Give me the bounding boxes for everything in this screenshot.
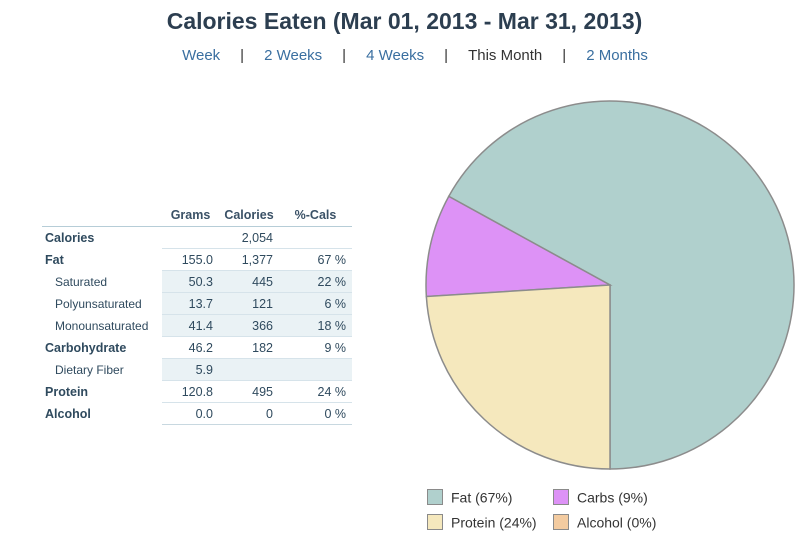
range-separator: | (342, 47, 347, 64)
table-row: Dietary Fiber 5.9 (42, 358, 352, 381)
row-label: Protein (45, 384, 89, 399)
row-label: Saturated (55, 274, 108, 289)
legend-label-alcohol: Alcohol (0%) (577, 514, 657, 531)
legend-entry-protein: Protein (24%) (427, 511, 537, 531)
grams-cell: 5.9 (162, 358, 219, 381)
table-row: Fat 155.0 1,377 67 % (42, 248, 352, 271)
range-week-link[interactable]: Week (182, 47, 221, 64)
pie-chart-svg (425, 100, 795, 470)
pct-cell: 9 % (279, 336, 352, 359)
calories-cell: 495 (219, 380, 279, 403)
header-empty (42, 204, 162, 227)
grams-cell: 155.0 (162, 248, 219, 271)
grams-cell: 13.7 (162, 292, 219, 315)
pct-cell: 67 % (279, 248, 352, 271)
pct-cell: 24 % (279, 380, 352, 403)
calories-cell: 0 (219, 402, 279, 425)
calories-cell: 366 (219, 314, 279, 337)
calories-cell: 1,377 (219, 248, 279, 271)
range-separator: | (444, 47, 449, 64)
date-range-nav: Week | 2 Weeks | 4 Weeks | This Month | 2 Months (0, 47, 809, 64)
table-header-row: Grams Calories %-Cals (42, 204, 352, 227)
legend-entry-alcohol: Alcohol (0%) (553, 511, 656, 531)
grams-cell (162, 226, 219, 249)
table-row: Polyunsaturated 13.7 121 6 % (42, 292, 352, 315)
range-4-weeks-link[interactable]: 4 Weeks (366, 47, 425, 64)
grams-cell: 50.3 (162, 270, 219, 293)
grams-cell: 0.0 (162, 402, 219, 425)
pct-cell (279, 358, 352, 381)
legend-entry-fat: Fat (67%) (427, 486, 512, 506)
header-grams: Grams (162, 204, 219, 227)
row-label: Dietary Fiber (55, 362, 124, 377)
legend-label-fat: Fat (67%) (451, 489, 513, 506)
nutrition-summary-table: Grams Calories %-Cals Calories 2,054 Fat… (42, 204, 352, 425)
pie-slice-carbs (425, 195, 613, 298)
calories-cell: 445 (219, 270, 279, 293)
legend-label-protein: Protein (24%) (451, 514, 537, 531)
table-row: Calories 2,054 (42, 226, 352, 249)
calories-cell: 2,054 (219, 226, 279, 249)
table-row: Carbohydrate 46.2 182 9 % (42, 336, 352, 359)
header-calories: Calories (219, 204, 279, 227)
row-label: Calories (45, 230, 95, 245)
range-2-months-link[interactable]: 2 Months (586, 47, 648, 64)
pct-cell: 18 % (279, 314, 352, 337)
pct-cell (279, 226, 352, 249)
pct-cell: 0 % (279, 402, 352, 425)
legend-swatch-protein (427, 514, 443, 531)
grams-cell: 46.2 (162, 336, 219, 359)
calories-cell: 121 (219, 292, 279, 315)
pie-slice-fat (447, 100, 795, 470)
table-row: Saturated 50.3 445 22 % (42, 270, 352, 293)
page-title: Calories Eaten (Mar 01, 2013 - Mar 31, 2… (166, 8, 643, 34)
row-label: Monounsaturated (55, 318, 149, 333)
pie-slice-protein (425, 284, 611, 470)
row-label: Polyunsaturated (55, 296, 142, 311)
range-this-month-current: This Month (468, 47, 543, 64)
row-label: Carbohydrate (45, 340, 127, 355)
row-label: Fat (45, 252, 64, 267)
pct-cell: 6 % (279, 292, 352, 315)
grams-cell: 41.4 (162, 314, 219, 337)
legend-swatch-alcohol (553, 514, 569, 531)
header-pct-cals: %-Cals (279, 204, 352, 227)
row-label: Alcohol (45, 406, 91, 421)
calorie-pie-chart (424, 99, 796, 471)
legend-label-carbs: Carbs (9%) (577, 489, 648, 506)
legend-swatch-fat (427, 489, 443, 506)
calories-cell (219, 358, 279, 381)
range-separator: | (562, 47, 567, 64)
pct-cell: 22 % (279, 270, 352, 293)
range-2-weeks-link[interactable]: 2 Weeks (264, 47, 323, 64)
table-row: Alcohol 0.0 0 0 % (42, 402, 352, 425)
table-row: Protein 120.8 495 24 % (42, 380, 352, 403)
range-separator: | (240, 47, 245, 64)
table-row: Monounsaturated 41.4 366 18 % (42, 314, 352, 337)
calories-cell: 182 (219, 336, 279, 359)
legend-swatch-carbs (553, 489, 569, 506)
legend-entry-carbs: Carbs (9%) (553, 486, 648, 506)
grams-cell: 120.8 (162, 380, 219, 403)
